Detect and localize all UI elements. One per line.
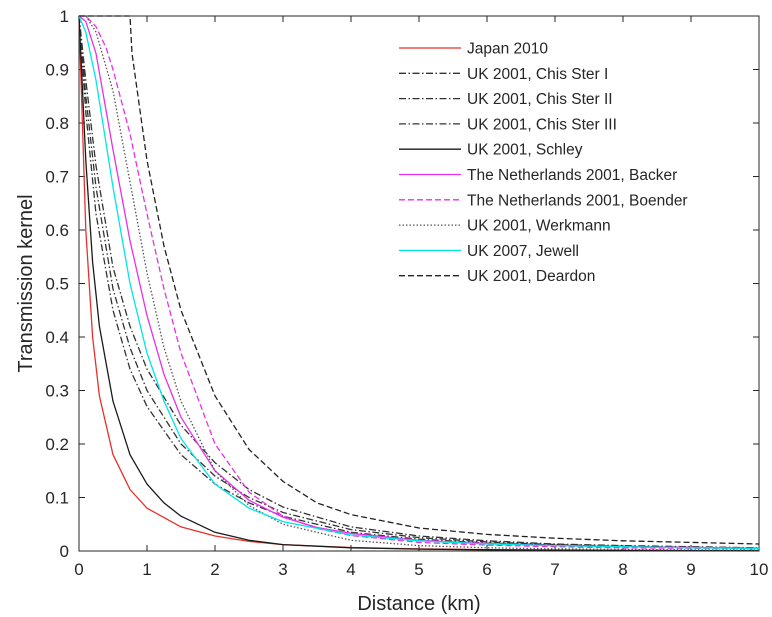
y-tick-label: 0.5	[45, 275, 69, 294]
series-line-7	[79, 15, 760, 550]
legend-label: UK 2001, Chis Ster III	[467, 116, 617, 133]
series-line-4	[78, 15, 760, 549]
x-tick-label: 0	[74, 560, 83, 579]
legend-label: Japan 2010	[467, 41, 548, 58]
series-line-10	[79, 15, 760, 545]
series-lines	[78, 15, 760, 552]
y-tick-label: 0.2	[45, 435, 69, 454]
y-tick-label: 0.4	[45, 328, 69, 347]
x-tick-label: 6	[482, 560, 491, 579]
y-tick-label: 0	[60, 542, 69, 561]
x-tick-label: 3	[278, 560, 287, 579]
legend-label: UK 2007, Jewell	[467, 243, 579, 260]
legend: Japan 2010 UK 2001, Chis Ster I UK 2001, C…	[385, 30, 741, 298]
legend-label: UK 2001, Deardon	[467, 268, 595, 285]
x-tick-label: 4	[346, 560, 355, 579]
legend-label: UK 2001, Werkmann	[467, 218, 611, 235]
legend-label: UK 2001, Chis Ster II	[467, 91, 613, 108]
axis-ticks: 0 1 2 3 4 5 6 7 8 9 10 0 0.1 0.2 0.3 0.4 0.5 0.6 0.7 0.8 0.9…	[45, 7, 768, 579]
series-line-2	[78, 15, 760, 549]
series-line-5	[78, 15, 760, 552]
y-axis-label: Transmission kernel	[15, 194, 37, 372]
x-tick-label: 9	[686, 560, 695, 579]
y-tick-label: 0.3	[45, 382, 69, 401]
legend-label: The Netherlands 2001, Backer	[467, 167, 677, 184]
y-tick-label: 0.8	[45, 114, 69, 133]
x-tick-label: 5	[414, 560, 423, 579]
x-axis-label: Distance (km)	[357, 593, 480, 615]
x-tick-label: 1	[142, 560, 151, 579]
legend-label: UK 2001, Chis Ster I	[467, 66, 608, 83]
y-tick-label: 0.6	[45, 221, 69, 240]
legend-label: The Netherlands 2001, Boender	[467, 192, 688, 209]
y-tick-label: 0.9	[45, 61, 69, 80]
y-tick-label: 1	[60, 7, 69, 26]
x-tick-label: 8	[618, 560, 627, 579]
x-tick-label: 2	[210, 560, 219, 579]
series-line-9	[78, 15, 760, 549]
legend-box	[385, 30, 741, 298]
series-line-8	[79, 15, 760, 551]
legend-label: UK 2001, Schley	[467, 142, 583, 159]
x-tick-label: 10	[750, 560, 769, 579]
y-tick-label: 0.7	[45, 168, 69, 187]
x-tick-label: 7	[550, 560, 559, 579]
y-tick-label: 0.1	[45, 489, 69, 508]
